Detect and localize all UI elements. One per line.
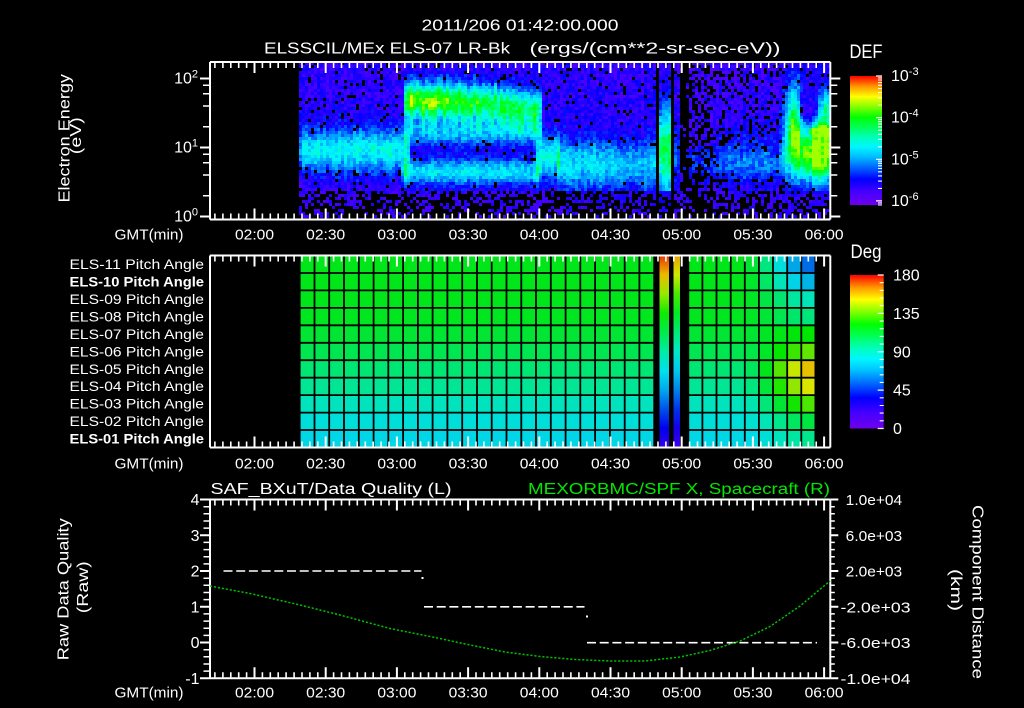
svg-text:02:30: 02:30 [306,456,345,473]
svg-text:02:00: 02:00 [235,685,274,702]
svg-text:02:30: 02:30 [306,685,345,702]
svg-text:ELS-06 Pitch Angle: ELS-06 Pitch Angle [70,344,205,359]
svg-text:0: 0 [191,635,200,652]
svg-text:03:30: 03:30 [449,685,488,702]
svg-text:ELS-02 Pitch Angle: ELS-02 Pitch Angle [70,414,205,429]
svg-text:ELS-04 Pitch Angle: ELS-04 Pitch Angle [70,379,205,394]
svg-text:ELS-08 Pitch Angle: ELS-08 Pitch Angle [70,309,205,324]
svg-text:ELS-01 Pitch Angle: ELS-01 Pitch Angle [70,432,205,447]
svg-text:1: 1 [191,599,200,616]
svg-text:2011/206 01:42:00.000: 2011/206 01:42:00.000 [422,18,619,35]
svg-text:ELS-05 Pitch Angle: ELS-05 Pitch Angle [70,362,205,377]
svg-text:-2.0e+03: -2.0e+03 [841,599,911,616]
svg-text:4: 4 [191,492,200,509]
svg-text:05:30: 05:30 [733,685,772,702]
svg-text:ELS-07 Pitch Angle: ELS-07 Pitch Angle [70,327,205,342]
svg-text:45: 45 [893,383,911,400]
svg-text:2: 2 [191,564,200,581]
svg-text:3: 3 [191,528,200,545]
svg-text:05:30: 05:30 [733,456,772,473]
svg-text:GMT(min): GMT(min) [115,685,184,702]
svg-text:ELS-11 Pitch Angle: ELS-11 Pitch Angle [70,257,205,272]
svg-text:Raw Data Quality: Raw Data Quality [56,518,73,660]
svg-text:04:30: 04:30 [591,456,630,473]
svg-text:06:00: 06:00 [805,227,844,244]
svg-text:02:00: 02:00 [235,456,274,473]
svg-text:03:00: 03:00 [377,456,416,473]
svg-text:180: 180 [893,268,920,285]
svg-text:04:00: 04:00 [520,685,559,702]
svg-text:1.0e+04: 1.0e+04 [846,492,903,509]
svg-text:ELSSCIL/MEx ELS-07 LR-Bk: ELSSCIL/MEx ELS-07 LR-Bk [264,41,511,58]
svg-text:05:30: 05:30 [733,227,772,244]
svg-text:0: 0 [893,421,902,438]
svg-text:02:30: 02:30 [306,227,345,244]
svg-text:ELS-09 Pitch Angle: ELS-09 Pitch Angle [70,292,205,307]
svg-text:GMT(min): GMT(min) [115,227,184,244]
svg-text:Deg: Deg [851,242,882,263]
svg-text:SAF_BXuT/Data Quality (L): SAF_BXuT/Data Quality (L) [211,481,452,498]
svg-text:03:00: 03:00 [377,685,416,702]
svg-text:06:00: 06:00 [805,456,844,473]
svg-text:ELS-10 Pitch Angle: ELS-10 Pitch Angle [70,274,205,289]
svg-text:DEF: DEF [850,42,883,63]
svg-text:ELS-03 Pitch Angle: ELS-03 Pitch Angle [70,397,205,412]
svg-text:GMT(min): GMT(min) [115,456,184,473]
svg-text:135: 135 [893,306,920,323]
svg-text:-1: -1 [185,671,199,688]
svg-text:Electron Energy: Electron Energy [57,74,74,203]
svg-text:03:30: 03:30 [449,227,488,244]
svg-text:-1.0e+04: -1.0e+04 [841,671,911,688]
svg-text:03:30: 03:30 [449,456,488,473]
svg-text:04:00: 04:00 [520,456,559,473]
svg-text:04:00: 04:00 [520,227,559,244]
svg-text:6.0e+03: 6.0e+03 [846,528,903,545]
svg-text:02:00: 02:00 [235,227,274,244]
svg-text:06:00: 06:00 [805,685,844,702]
svg-text:04:30: 04:30 [591,227,630,244]
svg-text:Component Distance: Component Distance [969,505,986,679]
svg-text:90: 90 [893,344,911,361]
svg-text:(Raw): (Raw) [75,561,92,613]
svg-text:05:00: 05:00 [662,685,701,702]
svg-text:05:00: 05:00 [662,456,701,473]
svg-text:2.0e+03: 2.0e+03 [846,564,903,581]
svg-text:(ergs/(cm**2-sr-sec-eV)): (ergs/(cm**2-sr-sec-eV)) [530,41,781,58]
svg-text:03:00: 03:00 [377,227,416,244]
svg-text:(km): (km) [947,569,964,611]
svg-text:(eV): (eV) [68,117,85,154]
svg-text:MEXORBMC/SPF X, Spacecraft (R): MEXORBMC/SPF X, Spacecraft (R) [528,481,830,498]
svg-text:04:30: 04:30 [591,685,630,702]
svg-text:-6.0e+03: -6.0e+03 [841,635,911,652]
svg-text:05:00: 05:00 [662,227,701,244]
